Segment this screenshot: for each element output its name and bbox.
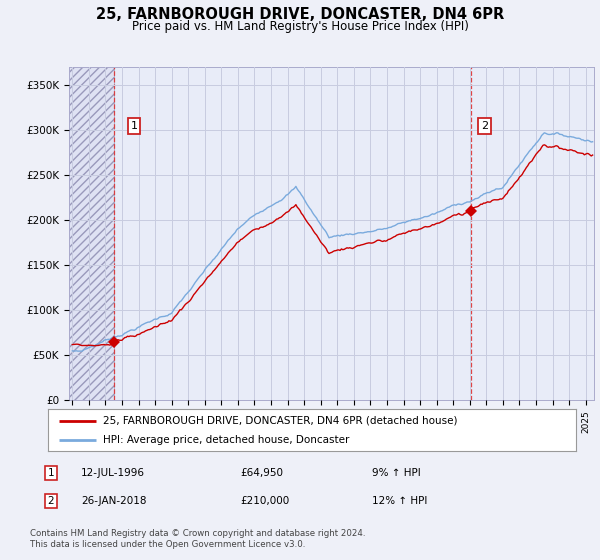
- Text: 9% ↑ HPI: 9% ↑ HPI: [372, 468, 421, 478]
- Text: Contains HM Land Registry data © Crown copyright and database right 2024.
This d: Contains HM Land Registry data © Crown c…: [30, 529, 365, 549]
- Bar: [69, 67, 114, 400]
- Text: 26-JAN-2018: 26-JAN-2018: [81, 496, 146, 506]
- Text: HPI: Average price, detached house, Doncaster: HPI: Average price, detached house, Donc…: [103, 435, 350, 445]
- Text: 1: 1: [47, 468, 55, 478]
- Text: £210,000: £210,000: [240, 496, 289, 506]
- Bar: [69, 67, 114, 400]
- Text: 25, FARNBOROUGH DRIVE, DONCASTER, DN4 6PR (detached house): 25, FARNBOROUGH DRIVE, DONCASTER, DN4 6P…: [103, 416, 458, 426]
- Text: £64,950: £64,950: [240, 468, 283, 478]
- Text: 12-JUL-1996: 12-JUL-1996: [81, 468, 145, 478]
- Text: Price paid vs. HM Land Registry's House Price Index (HPI): Price paid vs. HM Land Registry's House …: [131, 20, 469, 32]
- Text: 2: 2: [47, 496, 55, 506]
- Text: 2: 2: [481, 121, 488, 130]
- Text: 25, FARNBOROUGH DRIVE, DONCASTER, DN4 6PR: 25, FARNBOROUGH DRIVE, DONCASTER, DN4 6P…: [96, 7, 504, 22]
- Text: 1: 1: [131, 121, 137, 130]
- Text: 12% ↑ HPI: 12% ↑ HPI: [372, 496, 427, 506]
- Bar: [69, 67, 114, 400]
